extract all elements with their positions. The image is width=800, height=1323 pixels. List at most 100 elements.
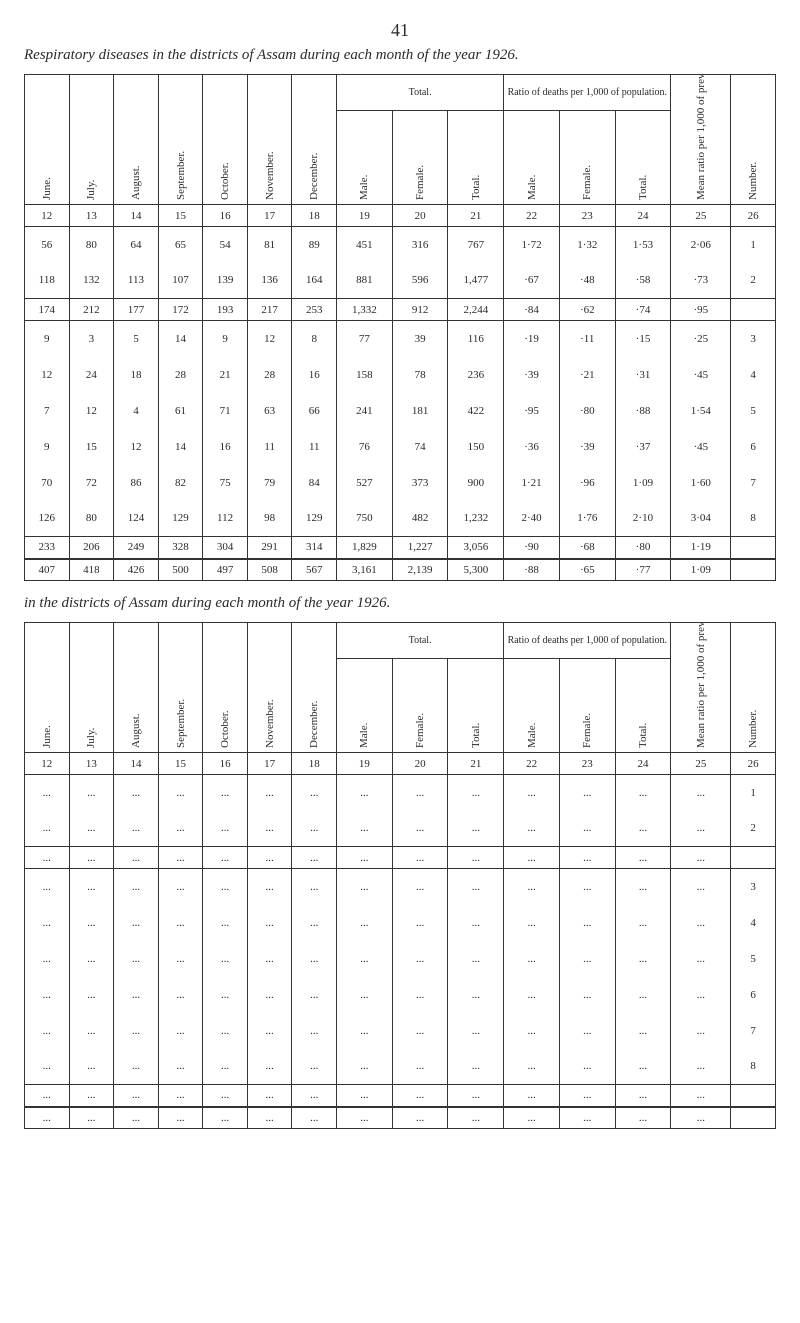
hdr-july: July. [85,180,97,200]
table-cell: 1·09 [615,465,671,501]
table-cell: 9 [203,321,248,357]
table-cell: 217 [247,299,292,321]
table-cell: ... [448,905,504,941]
table-cell: 39 [392,321,448,357]
hdr-mean-ratio: Mean ratio per 1,000 of previous five ye… [695,180,707,200]
table-cell: 1·19 [671,537,731,559]
hdr2-mean-ratio: Mean ratio per 1,000 of previous five ye… [695,728,707,748]
table-cell: ... [292,1013,337,1049]
table-cell: ... [25,847,70,869]
hdr-september: September. [175,180,187,200]
table-cell: 3 [731,321,776,357]
table-cell: 24 [69,357,114,393]
table-cell: 12 [25,357,70,393]
table-row: ........................................… [25,869,776,905]
table-cell: ... [504,775,560,811]
table-cell: ... [203,941,248,977]
table-cell: ·84 [504,299,560,321]
table-cell: ... [448,811,504,847]
table-cell: 12 [69,393,114,429]
table-cell: 482 [392,501,448,537]
table-cell: ... [25,1085,70,1107]
table-cell: 5,300 [448,559,504,581]
table-cell: ·80 [559,393,615,429]
table-cell: 64 [114,227,159,263]
table-cell: ... [114,847,159,869]
table-cell: ·88 [615,393,671,429]
table-cell: ... [559,869,615,905]
table-cell: 80 [69,501,114,537]
table-cell: ·67 [504,263,560,299]
table-cell: 132 [69,263,114,299]
table-row: 4074184265004975085673,1612,1395,300·88·… [25,559,776,581]
table-cell: 767 [448,227,504,263]
table-cell: ... [114,977,159,1013]
table-cell: 881 [337,263,393,299]
page-number: 41 [24,20,776,41]
table-cell: ... [615,869,671,905]
table-cell: ... [671,1049,731,1085]
table-cell: 107 [158,263,203,299]
table-cell: ... [392,1013,448,1049]
table-cell: 249 [114,537,159,559]
table-cell: 11 [292,429,337,465]
table-cell: ... [114,905,159,941]
table-cell: 567 [292,559,337,581]
table-cell: ... [292,869,337,905]
table-cell: ... [392,1107,448,1129]
table-cell: ·90 [504,537,560,559]
table-cell [731,847,776,869]
table-cell: ·19 [504,321,560,357]
table-cell: ... [504,977,560,1013]
hdr-number: Number. [747,180,759,200]
table-cell: ... [158,811,203,847]
table-cell: 236 [448,357,504,393]
table-cell: ... [25,1107,70,1129]
table-cell: 75 [203,465,248,501]
table-cell: 8 [731,501,776,537]
table-cell: ... [203,905,248,941]
table-cell: ... [114,775,159,811]
table-cell: 129 [292,501,337,537]
table-cell: 422 [448,393,504,429]
table-cell: 193 [203,299,248,321]
table-cell: ... [203,775,248,811]
table-cell: 112 [203,501,248,537]
table-cell: 172 [158,299,203,321]
table-cell: 1·53 [615,227,671,263]
table-cell: ·45 [671,429,731,465]
table-cell: 3·04 [671,501,731,537]
table-cell: ·62 [559,299,615,321]
table-cell: ... [615,977,671,1013]
table-cell: 118 [25,263,70,299]
table-cell: ... [114,1085,159,1107]
table-cell: 233 [25,537,70,559]
table-cell: 28 [158,357,203,393]
table-cell: 74 [392,429,448,465]
table-cell: ... [337,869,393,905]
table-cell: 7 [731,1013,776,1049]
table-cell: 328 [158,537,203,559]
table-cell: ... [25,775,70,811]
table-cell: ... [203,1013,248,1049]
table-cell: ·88 [504,559,560,581]
table-cell: ... [559,941,615,977]
table-cell: ... [25,905,70,941]
respiratory-table-1: June. July. August. September. October. … [24,74,776,581]
table-cell: 750 [337,501,393,537]
table-cell: ... [504,905,560,941]
table-cell: ... [559,811,615,847]
table-cell: ... [337,977,393,1013]
table-cell: ... [69,869,114,905]
table-cell: ... [392,1085,448,1107]
respiratory-table-2: June. July. August. September. October. … [24,622,776,1129]
table-cell: ·31 [615,357,671,393]
table-cell: 1,227 [392,537,448,559]
table-cell: 373 [392,465,448,501]
table-cell: ... [337,847,393,869]
hdr-june: June. [41,180,53,200]
hdr2-october: October. [219,728,231,748]
hdr2-number: Number. [747,728,759,748]
table-cell: ·58 [615,263,671,299]
table-cell: ... [671,847,731,869]
